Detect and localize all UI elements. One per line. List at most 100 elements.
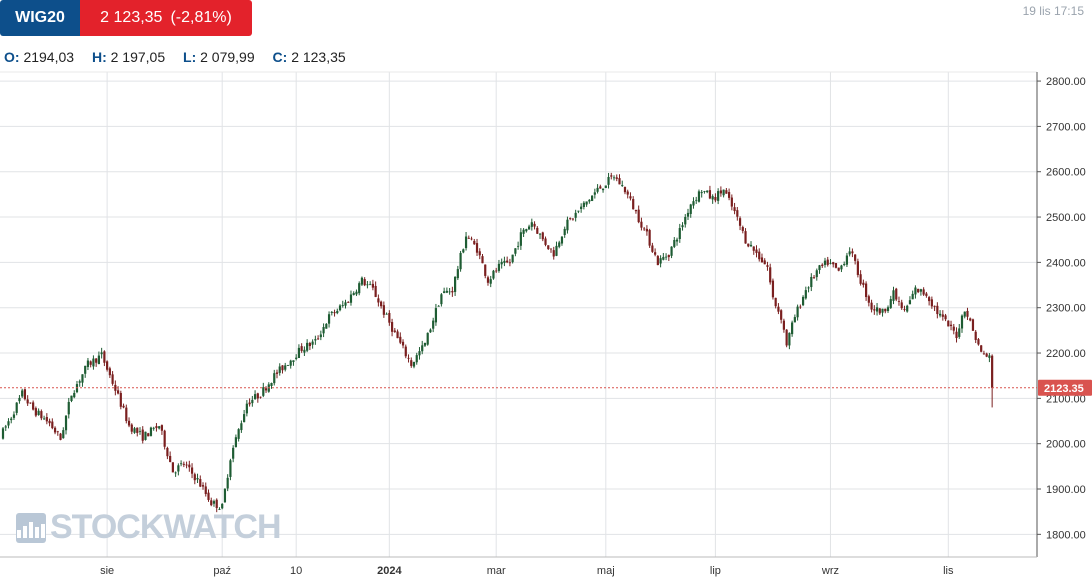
candle-body	[410, 360, 413, 366]
x-tick-label: paź	[213, 565, 231, 577]
candle-body	[867, 296, 870, 303]
candle-body	[133, 428, 136, 433]
candle-body	[780, 310, 783, 320]
candle-body	[380, 301, 383, 307]
candle-body	[37, 410, 40, 415]
candle-body	[218, 509, 221, 510]
candle-body	[355, 291, 358, 295]
candle-body	[259, 396, 262, 398]
candle-body	[495, 270, 498, 272]
quote-timestamp: 19 lis 17:15	[1022, 4, 1084, 18]
candle-body	[982, 353, 986, 355]
candle-body	[670, 246, 673, 256]
candle-body	[544, 238, 547, 245]
candle-body	[645, 228, 648, 232]
candle-body	[654, 252, 657, 255]
candle-body	[147, 433, 150, 437]
candle-body	[988, 355, 991, 358]
candle-body	[492, 270, 495, 279]
candle-body	[812, 277, 816, 279]
candle-body	[215, 499, 218, 509]
candle-body	[566, 219, 569, 231]
candle-body	[43, 418, 46, 420]
candle-body	[237, 429, 240, 439]
candle-body	[843, 264, 846, 266]
axis-layer: 1800.00 1900.00 2000.00 2100.00 2200.00 2300.…	[0, 72, 1086, 577]
candle-body	[823, 260, 827, 265]
candle-body	[64, 415, 68, 431]
candle-body	[319, 334, 322, 338]
candle-body	[623, 186, 627, 193]
candle-body	[327, 314, 331, 324]
candle-body	[675, 239, 679, 242]
candle-body	[10, 418, 13, 421]
candle-body	[821, 264, 824, 267]
candle-body	[966, 310, 969, 317]
candle-body	[747, 243, 750, 247]
candle-body	[621, 185, 624, 187]
candle-body	[593, 192, 596, 195]
candle-body	[991, 355, 994, 388]
candle-body	[862, 282, 865, 285]
candle-body	[59, 433, 62, 440]
candle-body	[777, 306, 780, 312]
candle-body	[437, 305, 440, 307]
candle-body	[114, 384, 117, 391]
candle-body	[626, 191, 629, 195]
candle-body	[527, 226, 531, 230]
candle-layer	[1, 172, 994, 513]
candle-body	[451, 290, 454, 293]
candle-body	[519, 232, 522, 246]
candle-body	[615, 177, 618, 179]
candle-body	[875, 307, 879, 312]
x-tick-label: sie	[100, 565, 114, 577]
candle-body	[70, 395, 73, 402]
candle-body	[651, 245, 654, 252]
candle-body	[336, 310, 339, 314]
candle-body	[497, 263, 501, 271]
candle-body	[221, 503, 224, 509]
candle-body	[1, 428, 5, 439]
candle-body	[86, 360, 90, 367]
candle-body	[212, 501, 216, 504]
candle-body	[911, 293, 914, 300]
candle-body	[18, 397, 21, 402]
candle-body	[525, 229, 528, 232]
candle-body	[815, 270, 818, 278]
candle-body	[711, 196, 714, 200]
y-tick-label: 2100.00	[1046, 393, 1086, 405]
candle-body	[596, 187, 599, 192]
candle-body	[7, 421, 10, 426]
candle-body	[464, 236, 468, 249]
candle-body	[281, 365, 284, 371]
x-tick-label: 2024	[377, 565, 402, 577]
candle-body	[253, 394, 257, 400]
candle-body	[552, 250, 555, 257]
candle-body	[719, 190, 722, 194]
candle-body	[810, 276, 813, 288]
candle-body	[371, 283, 374, 288]
candle-body	[577, 210, 580, 212]
candle-body	[111, 374, 114, 384]
ohlc-close: C: 2 123,35	[272, 49, 346, 65]
candle-body	[292, 360, 295, 362]
candle-body	[415, 355, 418, 363]
candle-body	[330, 311, 333, 313]
candle-body	[388, 312, 391, 323]
x-tick-label: lis	[943, 565, 954, 577]
symbol-badge[interactable]: WIG20	[0, 0, 80, 36]
ohlc-readout: O: 2194,03 H: 2 197,05 L: 2 079,99 C: 2 …	[4, 49, 360, 65]
candle-body	[169, 455, 172, 462]
candle-body	[445, 290, 448, 293]
candle-body	[689, 204, 692, 214]
candle-body	[174, 472, 177, 474]
candle-body	[171, 462, 174, 473]
candle-body	[303, 349, 306, 353]
candle-body	[681, 225, 684, 228]
candle-body	[574, 212, 577, 218]
candle-body	[629, 196, 632, 199]
candle-body	[322, 327, 325, 334]
candle-body	[854, 254, 857, 261]
price-change: (-2,81%)	[170, 9, 232, 26]
